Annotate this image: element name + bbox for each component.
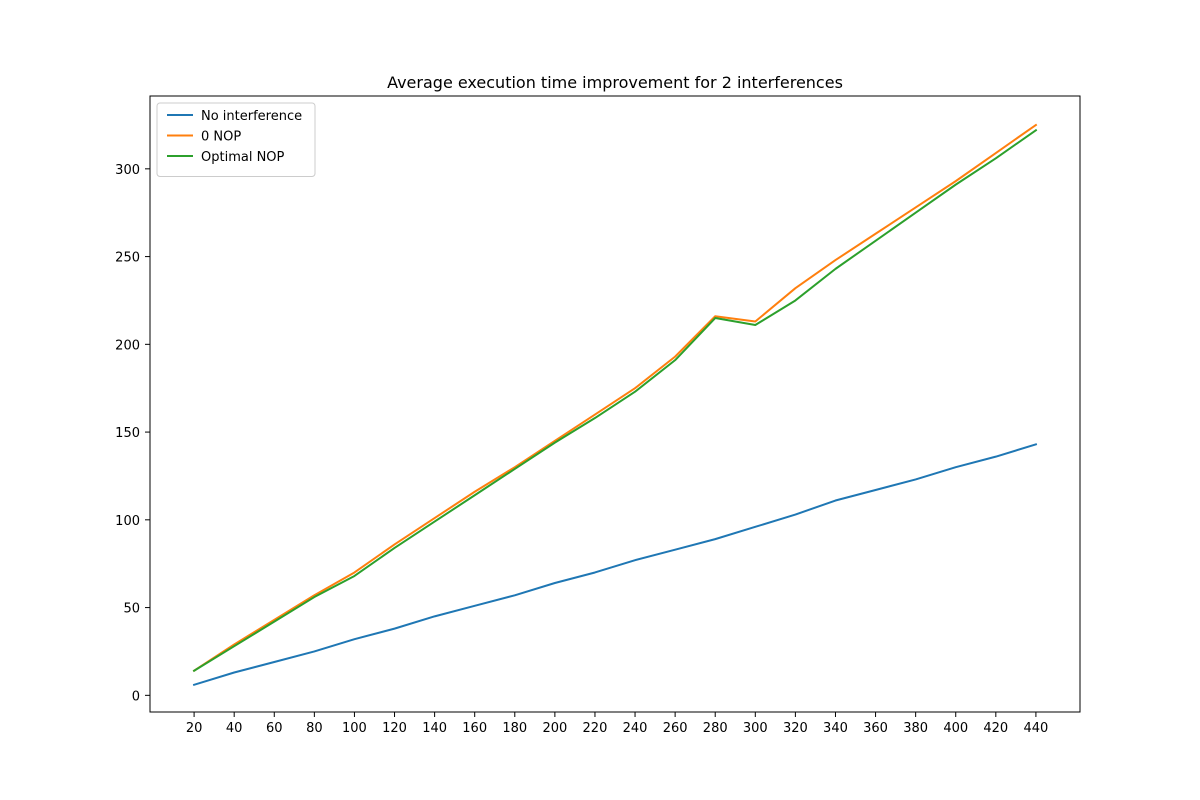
- x-tick-label: 80: [306, 721, 323, 736]
- x-tick-label: 300: [743, 721, 768, 736]
- series-line-optimal-nop: [192, 128, 1038, 673]
- legend-label: Optimal NOP: [201, 150, 285, 165]
- y-tick-label: 0: [132, 689, 140, 704]
- chart-title: Average execution time improvement for 2…: [387, 73, 843, 92]
- x-tick-label: 440: [1023, 721, 1048, 736]
- y-tick-label: 50: [123, 602, 140, 617]
- axes-layer: 20 40 60 80 100 120 140 160 180 200 220 240 260 280 30…: [115, 95, 1081, 736]
- x-tick-label: 160: [462, 721, 487, 736]
- plot-frame: [149, 95, 1081, 713]
- y-tick-label: 200: [115, 338, 140, 353]
- x-tick-label: 420: [983, 721, 1008, 736]
- x-tick-label: 340: [823, 721, 848, 736]
- x-tick-label: 60: [266, 721, 283, 736]
- x-tick-label: 180: [502, 721, 527, 736]
- legend-label: 0 NOP: [201, 130, 241, 145]
- legend-box: [156, 102, 316, 177]
- y-tick-label: 150: [115, 426, 140, 441]
- x-tick-label: 200: [542, 721, 567, 736]
- x-tick-label: 20: [186, 721, 203, 736]
- x-tick-label: 360: [863, 721, 888, 736]
- y-tick-label: 100: [115, 514, 140, 529]
- legend: No interference 0 NOP Optimal NOP: [156, 102, 316, 177]
- series-line-no-interference: [192, 443, 1038, 687]
- x-tick-label: 140: [422, 721, 447, 736]
- legend-label: No interference: [201, 109, 302, 124]
- x-tick-label: 120: [382, 721, 407, 736]
- x-tick-label: 280: [703, 721, 728, 736]
- y-tick-label: 300: [115, 163, 140, 178]
- x-tick-label: 100: [342, 721, 367, 736]
- x-tick-label: 380: [903, 721, 928, 736]
- x-tick-label: 220: [583, 721, 608, 736]
- series-layer: [192, 123, 1038, 687]
- y-tick-label: 250: [115, 251, 140, 266]
- series-line-0-nop: [192, 123, 1038, 673]
- x-tick-label: 240: [623, 721, 648, 736]
- x-tick-label: 40: [226, 721, 243, 736]
- x-tick-label: 320: [783, 721, 808, 736]
- x-tick-label: 400: [943, 721, 968, 736]
- x-tick-label: 260: [663, 721, 688, 736]
